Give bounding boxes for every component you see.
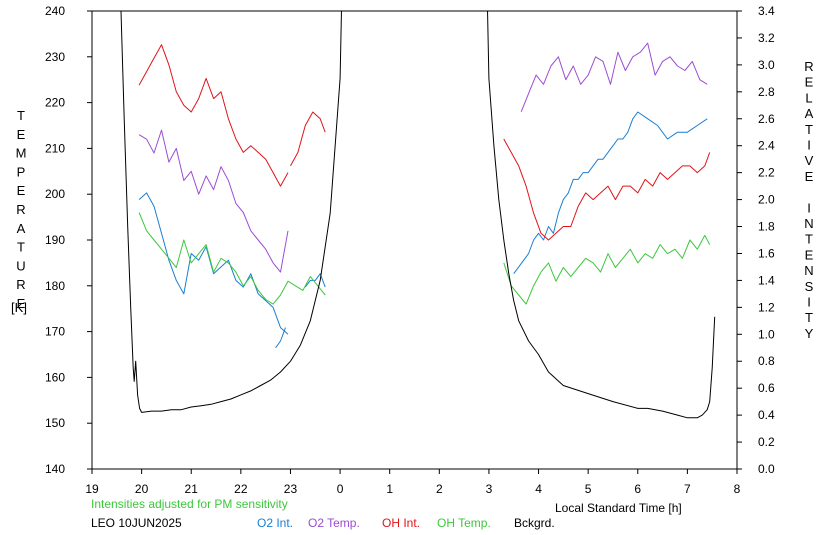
y-right-title-letter: N bbox=[804, 216, 813, 231]
series-line-bckgrd bbox=[487, 11, 716, 419]
y-right-tick-label: 2.4 bbox=[758, 139, 775, 153]
y-right-tick-label: 0.0 bbox=[758, 462, 775, 476]
series-line-oh-int bbox=[290, 111, 326, 167]
x-tick-label: 0 bbox=[337, 482, 344, 496]
series-line-oh-int bbox=[503, 138, 711, 241]
series-line-o2-int bbox=[275, 327, 286, 349]
x-tick-label: 2 bbox=[436, 482, 443, 496]
series-line-oh-temp bbox=[503, 234, 711, 305]
series-line-o2-int bbox=[138, 192, 289, 335]
series-line-o2-temp bbox=[520, 42, 708, 112]
y-left-tick-label: 180 bbox=[45, 279, 65, 293]
x-tick-label: 6 bbox=[634, 482, 641, 496]
y-left-title-letter: U bbox=[16, 258, 25, 273]
x-tick-label: 20 bbox=[135, 482, 149, 496]
series-line-oh-int bbox=[138, 44, 289, 187]
y-right-title-letter: V bbox=[805, 153, 814, 168]
y-right-title-letter: R bbox=[804, 59, 813, 74]
x-tick-label: 23 bbox=[284, 482, 298, 496]
site-date-label: LEO 10JUN2025 bbox=[91, 516, 182, 530]
y-right-tick-label: 3.4 bbox=[758, 4, 775, 18]
y-right-title-letter: T bbox=[805, 232, 813, 247]
series-line-o2-int bbox=[304, 273, 326, 288]
legend-entry: O2 Int. bbox=[257, 516, 293, 530]
series-line-oh-temp bbox=[138, 212, 326, 305]
series-layer bbox=[120, 11, 716, 419]
y-right-title-letter: A bbox=[805, 106, 814, 121]
y-left-title-letter: R bbox=[16, 277, 25, 292]
axes: 1401501601701801902002102202302400.00.20… bbox=[45, 4, 775, 496]
y-left-title-letter: T bbox=[17, 108, 25, 123]
y-right-tick-label: 1.6 bbox=[758, 246, 775, 260]
y-left-title-letter: E bbox=[17, 296, 26, 311]
y-right-tick-label: 1.8 bbox=[758, 220, 775, 234]
y-right-title-letter: L bbox=[805, 90, 812, 105]
x-tick-label: 5 bbox=[585, 482, 592, 496]
y-right-tick-label: 2.2 bbox=[758, 166, 775, 180]
y-left-tick-label: 210 bbox=[45, 141, 65, 155]
y-left-tick-label: 190 bbox=[45, 233, 65, 247]
y-left-title-letter: E bbox=[17, 127, 26, 142]
y-left-tick-label: 170 bbox=[45, 325, 65, 339]
x-tick-label: 22 bbox=[234, 482, 248, 496]
legend-entry: O2 Temp. bbox=[308, 516, 360, 530]
y-left-title-letter: R bbox=[16, 202, 25, 217]
y-right-tick-label: 0.6 bbox=[758, 381, 775, 395]
note-text: Intensities adjusted for PM sensitivity bbox=[91, 497, 288, 511]
x-tick-label: 21 bbox=[185, 482, 199, 496]
y-right-title-letter: N bbox=[804, 263, 813, 278]
x-tick-label: 7 bbox=[684, 482, 691, 496]
y-right-tick-label: 0.8 bbox=[758, 354, 775, 368]
y-right-title-letter: E bbox=[805, 169, 814, 184]
y-right-title-letter: T bbox=[805, 122, 813, 137]
y-left-tick-label: 240 bbox=[45, 4, 65, 18]
y-right-title-letter: I bbox=[807, 295, 811, 310]
series-line-bckgrd bbox=[120, 11, 342, 413]
x-tick-label: 1 bbox=[386, 482, 393, 496]
x-tick-label: 4 bbox=[535, 482, 542, 496]
y-right-tick-label: 2.0 bbox=[758, 193, 775, 207]
y-right-tick-label: 0.4 bbox=[758, 408, 775, 422]
y-right-title-letter: I bbox=[807, 200, 811, 215]
y-left-tick-label: 160 bbox=[45, 370, 65, 384]
x-axis-title: Local Standard Time [h] bbox=[555, 501, 682, 515]
y-left-title-letter: P bbox=[17, 164, 26, 179]
y-right-tick-label: 2.6 bbox=[758, 112, 775, 126]
y-right-tick-label: 3.2 bbox=[758, 31, 775, 45]
legend-entry: OH Int. bbox=[382, 516, 420, 530]
legend-entry: OH Temp. bbox=[437, 516, 491, 530]
y-right-title-letter: Y bbox=[805, 326, 814, 341]
y-right-title-letter: T bbox=[805, 310, 813, 325]
y-right-tick-label: 2.8 bbox=[758, 85, 775, 99]
y-left-tick-label: 140 bbox=[45, 462, 65, 476]
y-left-title-letter: A bbox=[17, 221, 26, 236]
y-right-title-letter: E bbox=[805, 75, 814, 90]
y-right-tick-label: 3.0 bbox=[758, 58, 775, 72]
y-right-title-letter: I bbox=[807, 138, 811, 153]
y-left-tick-label: 150 bbox=[45, 416, 65, 430]
y-left-tick-label: 220 bbox=[45, 96, 65, 110]
series-line-o2-temp bbox=[138, 129, 289, 273]
y-left-title-letter: E bbox=[17, 183, 26, 198]
y-right-tick-label: 1.0 bbox=[758, 327, 775, 341]
y-right-tick-label: 0.2 bbox=[758, 435, 775, 449]
y-right-title-letter: S bbox=[805, 279, 814, 294]
legend-entry: Bckgrd. bbox=[514, 516, 555, 530]
y-right-tick-label: 1.4 bbox=[758, 273, 775, 287]
y-left-tick-label: 230 bbox=[45, 50, 65, 64]
y-left-title-letter: T bbox=[17, 240, 25, 255]
series-line-o2-int bbox=[513, 111, 708, 274]
y-right-title-letter: E bbox=[805, 247, 814, 262]
x-tick-label: 8 bbox=[734, 482, 741, 496]
x-tick-label: 19 bbox=[85, 482, 99, 496]
y-left-unit: [K] bbox=[11, 300, 27, 315]
x-tick-label: 3 bbox=[486, 482, 493, 496]
y-left-title-letter: M bbox=[16, 146, 27, 161]
y-right-tick-label: 1.2 bbox=[758, 300, 775, 314]
y-left-tick-label: 200 bbox=[45, 187, 65, 201]
